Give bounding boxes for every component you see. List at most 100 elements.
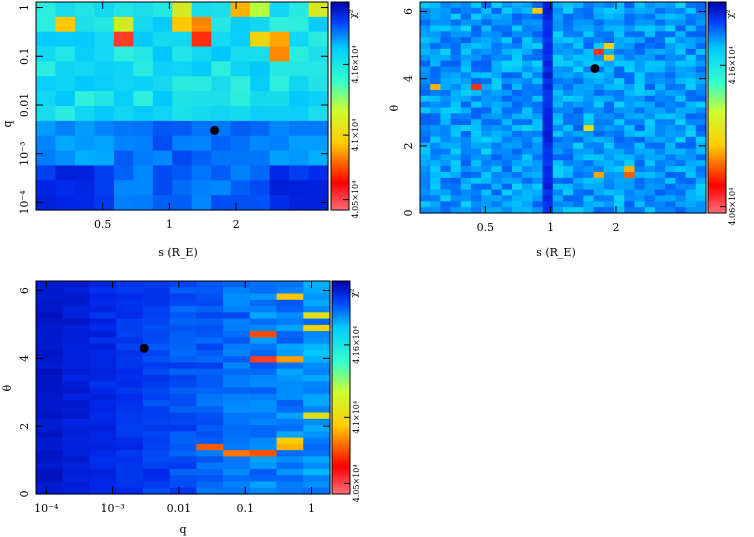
- heatmap-cell: [471, 13, 482, 21]
- heatmap-cell: [573, 25, 585, 32]
- heatmap-cell: [152, 195, 173, 211]
- heatmap-cell: [62, 443, 91, 451]
- heatmap-cell: [624, 60, 636, 68]
- heatmap-cell: [552, 160, 564, 167]
- heatmap-cell: [583, 195, 595, 202]
- heatmap-cell: [62, 381, 91, 389]
- heatmap-cell: [249, 281, 278, 288]
- heatmap-cell: [172, 2, 193, 18]
- heatmap-cell: [196, 356, 224, 364]
- heatmap-cell: [169, 443, 197, 451]
- heatmap-cell: [303, 387, 331, 395]
- colorbar-tick-label: 4.16×10⁴: [352, 326, 361, 364]
- heatmap-cell: [249, 418, 278, 426]
- x-tick-label: 10⁻³: [100, 502, 124, 515]
- heatmap-cell: [269, 165, 290, 181]
- heatmap-cell: [634, 154, 646, 161]
- heatmap-cell: [191, 106, 212, 122]
- heatmap-cell: [94, 120, 115, 137]
- heatmap-cell: [142, 387, 171, 395]
- heatmap-cell: [603, 13, 615, 21]
- heatmap-cell: [55, 180, 76, 196]
- heatmap-cell: [36, 106, 57, 122]
- heatmap-cell: [430, 95, 442, 103]
- heatmap-cell: [430, 72, 442, 79]
- heatmap-cell: [440, 107, 452, 114]
- heatmap-cell: [634, 13, 646, 21]
- heatmap-cell: [644, 160, 656, 167]
- heatmap-cell: [501, 84, 513, 91]
- heatmap-cell: [62, 343, 91, 351]
- heatmap-cell: [169, 287, 197, 295]
- heatmap-cell: [36, 462, 64, 470]
- heatmap-cell: [36, 381, 64, 389]
- heatmap-cell: [644, 66, 656, 73]
- heatmap-cell: [665, 125, 676, 132]
- y-tick-label: 0.1: [18, 48, 31, 66]
- heatmap-cell: [481, 78, 493, 85]
- heatmap-cell: [563, 154, 574, 161]
- heatmap-cell: [695, 160, 707, 167]
- heatmap-cell: [644, 154, 656, 161]
- heatmap-cell: [501, 31, 513, 38]
- heatmap-cell: [169, 337, 197, 345]
- heatmap-cell: [603, 101, 615, 109]
- heatmap-cell: [36, 195, 57, 211]
- heatmap-cell: [450, 2, 462, 9]
- heatmap-cell: [542, 148, 554, 155]
- heatmap-cell: [532, 189, 544, 197]
- heatmap-cell: [460, 37, 472, 44]
- heatmap-cell: [196, 462, 224, 470]
- heatmap-cell: [196, 393, 224, 401]
- heatmap-cell: [593, 19, 605, 27]
- heatmap-cell: [62, 437, 91, 445]
- heatmap-cell: [471, 130, 482, 138]
- heatmap-cell: [196, 306, 224, 313]
- heatmap-cell: [303, 450, 331, 458]
- heatmap-cell: [142, 281, 171, 288]
- heatmap-cell: [196, 412, 224, 420]
- heatmap-cell: [603, 201, 615, 208]
- heatmap-cell: [223, 462, 251, 470]
- heatmap-cell: [511, 160, 523, 167]
- heatmap-cell: [501, 154, 513, 161]
- heatmap-cell: [420, 130, 431, 138]
- heatmap-cell: [501, 101, 513, 109]
- heatmap-cell: [522, 201, 533, 208]
- heatmap-cell: [116, 381, 144, 389]
- heatmap-cell: [36, 368, 64, 376]
- heatmap-cell: [532, 195, 544, 202]
- heatmap-cell: [644, 107, 656, 114]
- heatmap-cell: [94, 31, 115, 48]
- heatmap-cell: [603, 37, 615, 44]
- heatmap-cell: [249, 475, 278, 483]
- heatmap-cell: [603, 89, 615, 97]
- heatmap-cell: [665, 189, 676, 197]
- heatmap-cell: [196, 318, 224, 326]
- heatmap-cell: [62, 400, 91, 407]
- heatmap-cell: [152, 91, 173, 107]
- heatmap-cell: [89, 381, 117, 389]
- heatmap-cell: [223, 487, 251, 495]
- heatmap-cell: [276, 381, 304, 389]
- heatmap-cell: [685, 183, 697, 191]
- heatmap-cell: [440, 130, 452, 138]
- heatmap-cell: [223, 337, 251, 345]
- heatmap-cell: [440, 119, 452, 126]
- heatmap-cell: [230, 76, 251, 92]
- heatmap-cell: [501, 136, 513, 144]
- heatmap-cell: [552, 113, 564, 120]
- heatmap-cell: [491, 78, 503, 85]
- heatmap-cell: [522, 119, 533, 126]
- heatmap-cell: [491, 31, 503, 38]
- heatmap-cell: [481, 60, 493, 68]
- heatmap-cell: [249, 324, 278, 332]
- heatmap-cell: [249, 468, 278, 476]
- heatmap-cell: [675, 136, 687, 144]
- heatmap-cell: [614, 130, 625, 138]
- heatmap-cell: [624, 19, 636, 27]
- heatmap-cell: [522, 113, 533, 120]
- heatmap-cell: [308, 16, 329, 33]
- heatmap-cell: [223, 393, 251, 401]
- heatmap-cell: [511, 95, 523, 103]
